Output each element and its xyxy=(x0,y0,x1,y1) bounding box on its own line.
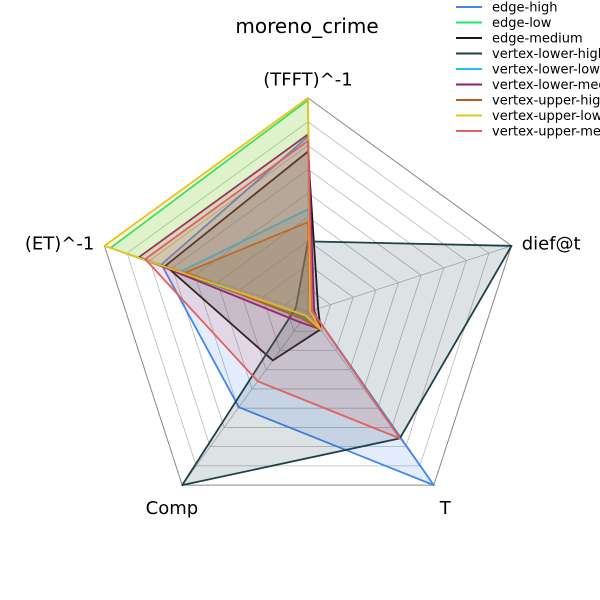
axis-label-1: dief@t xyxy=(522,234,581,255)
axis-spoke-1 xyxy=(307,245,512,313)
legend-label-edge-medium: edge-medium xyxy=(492,32,583,47)
series-polygon-vertex-upper-medium xyxy=(144,139,401,440)
grid-ring-1 xyxy=(284,287,332,332)
axis-spoke-3 xyxy=(181,311,309,486)
grid-ring-2 xyxy=(262,263,354,351)
legend: edge-highedge-lowedge-mediumvertex-lower… xyxy=(456,1,600,140)
series-polygon-vertex-upper-low xyxy=(103,97,322,331)
grid-ring-8 xyxy=(126,121,490,467)
legend-label-vertex-lower-low: vertex-lower-low xyxy=(492,63,600,78)
grid-ring-7 xyxy=(149,145,467,448)
legend-label-vertex-upper-medium: vertex-upper-medium xyxy=(492,125,600,140)
legend-label-vertex-upper-high: vertex-upper-high xyxy=(492,94,600,109)
axis-label-0: (TFFT)^-1 xyxy=(263,70,352,91)
series-polygon-vertex-lower-medium xyxy=(138,133,322,331)
grid-ring-3 xyxy=(239,240,377,371)
axis-label-4: (ET)^-1 xyxy=(25,234,94,255)
legend-label-edge-low: edge-low xyxy=(492,16,552,31)
axis-label-2: T xyxy=(439,498,452,519)
legend-label-vertex-lower-medium: vertex-lower-medium xyxy=(492,78,600,93)
grid-ring-4 xyxy=(217,216,399,390)
chart-title: moreno_crime xyxy=(235,14,378,38)
series-polygon-edge-medium xyxy=(164,150,322,362)
grid-ring-6 xyxy=(171,168,445,428)
legend-label-vertex-lower-high: vertex-lower-high xyxy=(492,47,600,62)
legend-label-edge-high: edge-high xyxy=(492,1,558,16)
series-polygon-vertex-lower-high xyxy=(181,240,513,487)
axis-labels: (TFFT)^-1 dief@t T Comp (ET)^-1 xyxy=(25,70,581,519)
axis-label-3: Comp xyxy=(146,498,199,519)
radar-series xyxy=(103,97,513,487)
legend-label-vertex-upper-low: vertex-upper-low xyxy=(492,109,600,124)
